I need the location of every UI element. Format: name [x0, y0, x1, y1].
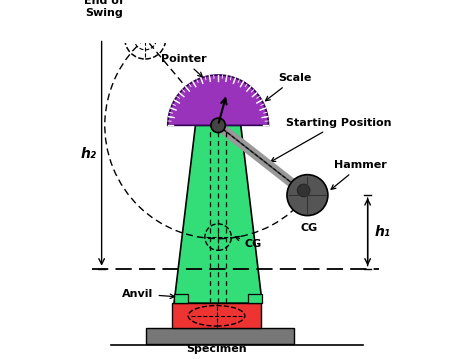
Circle shape [297, 184, 310, 197]
Circle shape [211, 118, 225, 132]
Polygon shape [174, 125, 262, 303]
Circle shape [287, 175, 328, 216]
Text: Starting Position: Starting Position [271, 118, 392, 162]
Text: Hammer: Hammer [331, 160, 387, 189]
Text: Pointer: Pointer [161, 54, 206, 77]
Text: h₂: h₂ [81, 146, 97, 160]
Polygon shape [248, 294, 262, 303]
Text: CG: CG [301, 223, 318, 233]
Text: Scale: Scale [265, 73, 311, 101]
Text: h₁: h₁ [374, 225, 391, 239]
Text: End of
Swing: End of Swing [84, 0, 124, 18]
Polygon shape [174, 294, 188, 303]
Text: CG: CG [235, 236, 262, 248]
Polygon shape [146, 328, 294, 344]
Text: Specimen: Specimen [186, 344, 247, 354]
Polygon shape [173, 303, 261, 328]
Text: Anvil: Anvil [122, 289, 174, 299]
Wedge shape [168, 75, 268, 125]
